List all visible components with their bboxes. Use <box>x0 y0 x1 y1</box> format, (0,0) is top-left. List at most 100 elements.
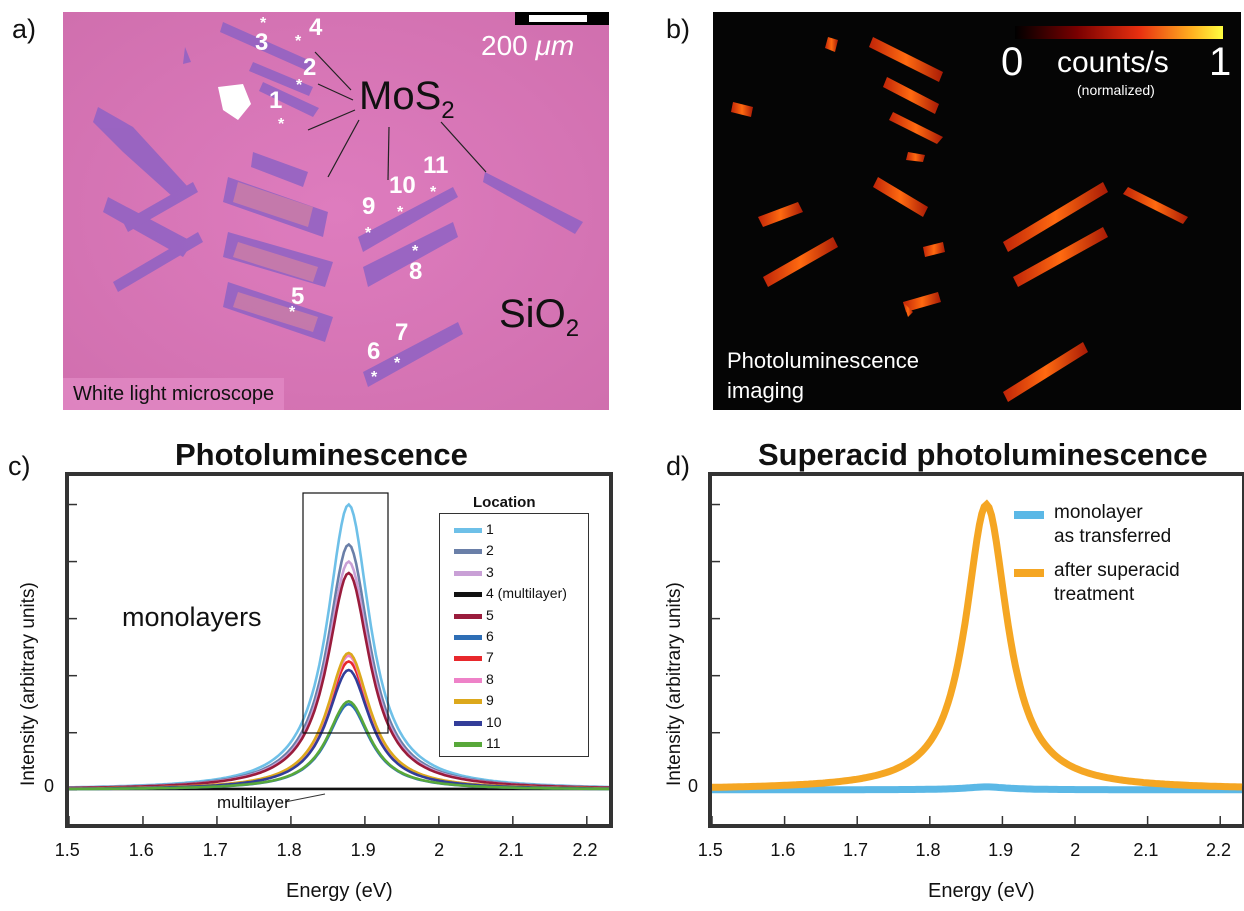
pl-caption-line2: imaging <box>727 378 805 403</box>
legend-c: 1 2 3 4 (multilayer) 5 6 7 8 9 10 11 <box>439 513 589 757</box>
legend-c-label: 1 <box>486 521 494 537</box>
chart-d-xtick-label: 1.8 <box>915 840 941 860</box>
pl-flakes <box>731 37 1188 402</box>
legend-d-entry: after superacid treatment <box>1014 560 1214 616</box>
scale-bar-label: 200 μm <box>481 30 575 61</box>
location-11: 11 <box>423 152 449 179</box>
legend-c-swatch <box>454 570 482 576</box>
chart-d-xlabel: Energy (eV) <box>928 880 1035 902</box>
chart-c-xlabel: Energy (eV) <box>286 880 393 902</box>
chart-c-xtick-label: 2.2 <box>572 840 598 860</box>
colorbar-sublabel: (normalized) <box>1077 82 1155 98</box>
chart-d-series-line-after-superacid-treatment <box>712 499 1243 791</box>
legend-c-entry: 9 <box>440 691 588 711</box>
mos2-leader-lines <box>307 51 487 181</box>
multilayer-pointer <box>284 793 326 803</box>
location-4: 4 <box>309 14 323 41</box>
legend-c-title: Location <box>473 494 536 511</box>
svg-text:*: * <box>397 204 404 221</box>
chart-c-ylabel: Intensity (arbitrary units) <box>18 582 39 786</box>
chart-d-xtick-label: 1.9 <box>988 840 1014 860</box>
legend-c-swatch <box>454 528 482 533</box>
legend-c-swatch <box>454 742 482 747</box>
legend-c-swatch <box>454 613 482 619</box>
legend-d-entry: monolayer as transferred <box>1014 502 1214 558</box>
svg-text:*: * <box>412 243 419 260</box>
svg-text:*: * <box>260 15 267 32</box>
location-1: 1 <box>269 87 283 114</box>
chart-d-xtick-label: 2 <box>1070 840 1081 860</box>
location-6: 6 <box>367 338 381 365</box>
panel-label-a: a) <box>12 14 37 44</box>
monolayers-annotation: monolayers <box>122 602 262 632</box>
chart-c-zero-tick: 0 <box>44 776 55 796</box>
panel-label-d: d) <box>666 451 691 481</box>
chart-d-title: Superacid photoluminescence <box>758 437 1208 472</box>
colorbar <box>1015 26 1223 39</box>
pl-image: 0 counts/s (normalized) 1 Photoluminesce… <box>713 12 1241 410</box>
svg-text:*: * <box>365 225 372 242</box>
chart-d-ylabel: Intensity (arbitrary units) <box>664 582 685 786</box>
chart-d-series-line-monolayer-as-transferred <box>712 783 1242 794</box>
location-3: 3 <box>255 29 269 56</box>
location-10: 10 <box>389 172 416 199</box>
chart-d-plot <box>708 472 1244 828</box>
chart-c-xtick-label: 1.5 <box>54 840 80 860</box>
chart-c-xtick-label: 1.8 <box>276 840 302 860</box>
chart-c-series-line-5 <box>69 571 609 790</box>
chart-c-xtick-label: 1.6 <box>128 840 154 860</box>
svg-text:*: * <box>295 33 302 50</box>
location-9: 9 <box>362 193 376 220</box>
svg-text:*: * <box>371 369 378 386</box>
location-2: 2 <box>303 54 317 81</box>
legend-c-entry: 6 <box>440 627 588 647</box>
scale-bar <box>529 15 587 22</box>
svg-text:*: * <box>394 355 401 372</box>
legend-d-swatch <box>1014 511 1044 519</box>
legend-c-label: 7 <box>486 649 494 666</box>
sio2-label: SiO2 <box>499 292 580 342</box>
multilayer-annotation: multilayer <box>217 793 290 812</box>
chart-d-zero-tick: 0 <box>688 776 699 796</box>
legend-d-label: monolayer <box>1054 502 1143 523</box>
microscope-image: 200 μm MoS2 SiO2 1 2 3 4 5 6 7 8 9 10 11… <box>63 12 609 410</box>
pl-image-caption: Photoluminescence imaging <box>727 346 919 406</box>
pl-caption-line1: Photoluminescence <box>727 348 920 373</box>
colorbar-label: counts/s <box>1057 46 1169 79</box>
panel-label-c: c) <box>8 451 31 481</box>
chart-d-xtick-label: 1.6 <box>770 840 796 860</box>
legend-c-entry: 4 (multilayer) <box>440 584 588 604</box>
legend-c-entry: 8 <box>440 670 588 690</box>
legend-c-swatch <box>454 720 482 726</box>
legend-c-swatch <box>454 677 482 683</box>
microscope-flakes <box>63 12 609 410</box>
chart-d-xtick-label: 1.5 <box>697 840 723 860</box>
colorbar-min: 0 <box>1001 40 1024 84</box>
legend-c-swatch <box>454 549 482 555</box>
legend-c-label: 3 <box>486 563 494 580</box>
legend-c-entry: 1 <box>440 520 588 540</box>
colorbar-max: 1 <box>1209 40 1232 84</box>
legend-c-label: 6 <box>486 628 494 644</box>
chart-c-xtick-label: 1.7 <box>202 840 228 860</box>
legend-c-label: 9 <box>486 692 494 709</box>
legend-c-swatch <box>454 699 482 705</box>
chart-c-title: Photoluminescence <box>175 437 468 472</box>
chart-d-xtick-label: 2.2 <box>1205 840 1231 860</box>
legend-c-entry: 10 <box>440 713 588 733</box>
legend-c-entry: 11 <box>440 734 588 754</box>
legend-c-entry: 2 <box>440 541 588 561</box>
chart-c-xtick-label: 1.9 <box>350 840 376 860</box>
chart-d-xtick-label: 2.1 <box>1133 840 1159 860</box>
legend-c-entry: 7 <box>440 648 588 668</box>
chart-c-xtick-label: 2.1 <box>498 840 524 860</box>
mos2-label: MoS2 <box>359 74 455 124</box>
legend-c-label: 11 <box>486 735 501 751</box>
legend-d-swatch <box>1014 569 1044 577</box>
legend-c-label: 4 (multilayer) <box>486 585 567 602</box>
legend-c-swatch <box>454 635 482 640</box>
location-5: 5 <box>291 283 305 310</box>
location-7: 7 <box>395 319 409 346</box>
legend-c-label: 10 <box>486 713 502 730</box>
legend-c-swatch <box>454 656 482 662</box>
